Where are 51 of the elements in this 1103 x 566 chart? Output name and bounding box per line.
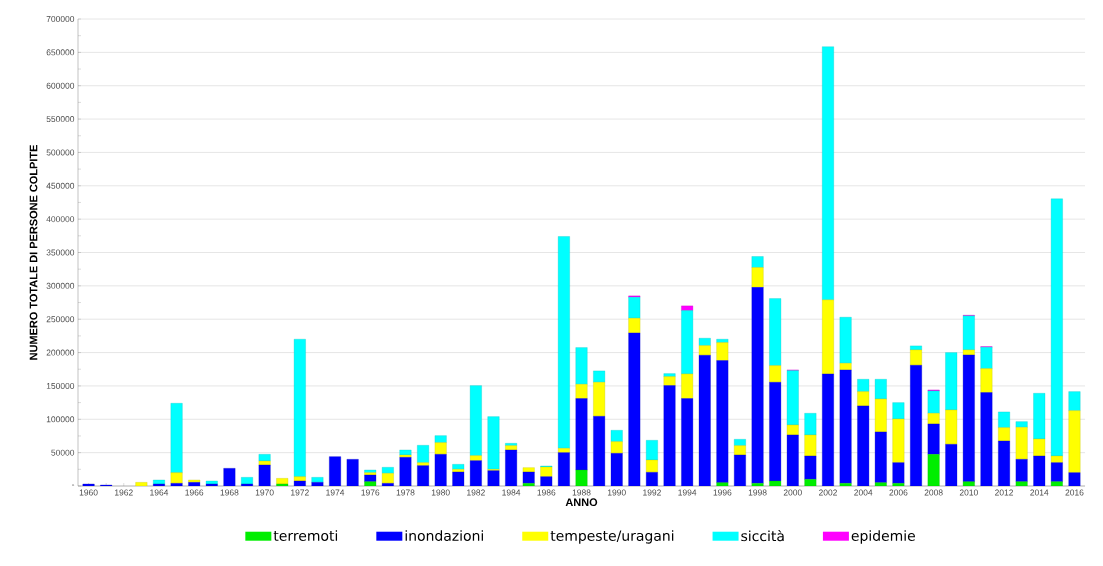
x-tick-label: 1986	[537, 489, 556, 496]
y-tick-label: 250000	[46, 316, 75, 323]
x-tick-label: 1978	[396, 489, 415, 496]
legend-label: inondazioni	[405, 530, 483, 541]
x-tick-label: 2010	[959, 489, 978, 496]
x-tick-label: 1984	[502, 489, 521, 496]
x-tick-label: 1996	[713, 489, 732, 496]
x-tick-label: 1964	[150, 489, 169, 496]
x-tick-label: 2000	[783, 489, 802, 496]
x-tick-label: 2008	[924, 489, 943, 496]
x-tick-label: 1970	[255, 489, 274, 496]
x-tick-label: 2006	[889, 489, 908, 496]
x-tick-label: 1992	[643, 489, 661, 496]
y-tick-label: 400000	[46, 216, 75, 223]
y-tick-label: 550000	[46, 116, 75, 123]
legend-label: terremoti	[273, 530, 338, 541]
y-tick-label: 50000	[51, 449, 75, 456]
x-axis-title: ANNO	[565, 498, 598, 507]
y-tick-label: 350000	[46, 249, 75, 256]
y-tick-label: 150000	[46, 382, 75, 389]
y-tick-label: 200000	[46, 349, 75, 356]
y-tick-label: 600000	[46, 82, 75, 89]
x-tick-label: 1998	[748, 489, 767, 496]
y-tick-label: 100000	[46, 416, 75, 423]
x-tick-label: 1974	[326, 489, 345, 496]
y-tick-label: 300000	[46, 282, 75, 289]
y-tick-label: 500000	[46, 149, 75, 156]
y-tick-label: 650000	[46, 49, 75, 56]
x-tick-label: 1968	[220, 489, 239, 496]
x-tick-label: 2002	[818, 489, 837, 496]
x-tick-label: 1990	[607, 489, 626, 496]
x-tick-label: 1982	[467, 489, 485, 496]
x-tick-label: 2012	[995, 489, 1014, 496]
x-tick-label: 2004	[854, 489, 873, 496]
y-tick-label: 700000	[46, 16, 75, 22]
x-tick-label: 1976	[361, 489, 380, 496]
y-axis-title: NUMERO TOTALE DI PERSONE COLPITE	[29, 145, 38, 360]
legend-label: siccità	[741, 529, 784, 542]
x-tick-label: 2016	[1065, 489, 1084, 496]
x-tick-label: 1962	[115, 489, 133, 496]
x-tick-label: 1994	[678, 489, 697, 496]
legend-label: epidemie	[851, 530, 915, 544]
x-tick-label: 2014	[1030, 489, 1049, 496]
x-tick-label: 1980	[431, 489, 450, 496]
x-tick-label: 1960	[79, 489, 98, 496]
x-tick-label: 1988	[572, 489, 591, 496]
y-tick-label: -	[72, 484, 75, 486]
y-tick-label: 450000	[46, 182, 75, 189]
legend-label: tempeste/uragani	[550, 530, 674, 544]
x-tick-label: 1966	[185, 489, 204, 496]
x-tick-label: 1972	[291, 489, 309, 496]
